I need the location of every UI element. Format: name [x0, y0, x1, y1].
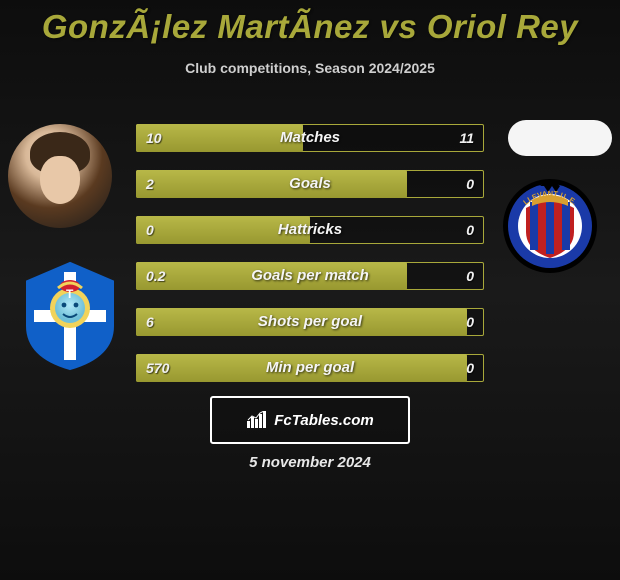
svg-text:C: C [42, 308, 52, 323]
club-crest-right: LLEVANT U. E. [500, 176, 600, 276]
row-shots-per-goal: 6 Shots per goal 0 [136, 308, 484, 336]
value-right: 0 [466, 170, 474, 198]
value-right: 0 [466, 308, 474, 336]
watermark-badge: FcTables.com [210, 396, 410, 444]
watermark-text: FcTables.com [274, 412, 373, 429]
row-matches: 10 Matches 11 [136, 124, 484, 152]
row-goals: 2 Goals 0 [136, 170, 484, 198]
comparison-rows: 10 Matches 11 2 Goals 0 0 Hattricks 0 0.… [136, 124, 484, 400]
comparison-infographic: GonzÃ¡lez MartÃ­nez vs Oriol Rey Club co… [0, 0, 620, 580]
club-crest-left: C D T [16, 260, 124, 372]
value-right: 11 [459, 124, 474, 152]
svg-text:T: T [66, 287, 74, 301]
metric-label: Shots per goal [136, 308, 484, 336]
page-title: GonzÃ¡lez MartÃ­nez vs Oriol Rey [0, 0, 620, 46]
player-left-avatar [8, 124, 112, 228]
value-right: 0 [466, 216, 474, 244]
svg-text:D: D [90, 308, 99, 323]
metric-label: Min per goal [136, 354, 484, 382]
value-right: 0 [466, 262, 474, 290]
row-hattricks: 0 Hattricks 0 [136, 216, 484, 244]
row-min-per-goal: 570 Min per goal 0 [136, 354, 484, 382]
page-subtitle: Club competitions, Season 2024/2025 [0, 60, 620, 76]
row-goals-per-match: 0.2 Goals per match 0 [136, 262, 484, 290]
value-right: 0 [466, 354, 474, 382]
bars-icon [246, 411, 268, 429]
metric-label: Matches [136, 124, 484, 152]
metric-label: Goals [136, 170, 484, 198]
metric-label: Goals per match [136, 262, 484, 290]
metric-label: Hattricks [136, 216, 484, 244]
player-right-avatar [508, 120, 612, 156]
footer-date: 5 november 2024 [0, 454, 620, 471]
